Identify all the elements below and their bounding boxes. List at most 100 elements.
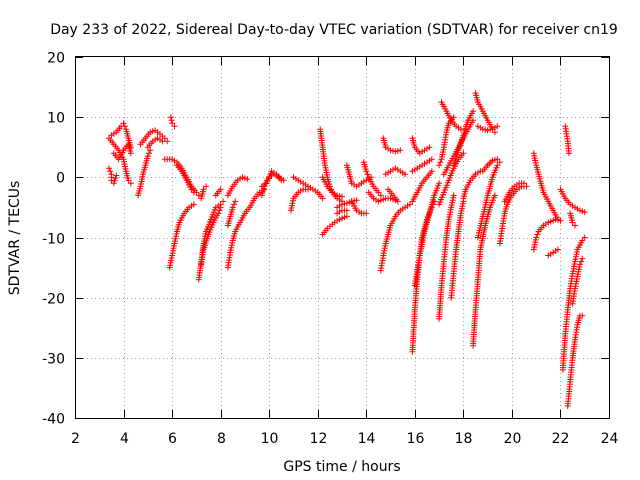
plus-markers [224,198,239,229]
plus-markers [137,127,171,148]
plus-markers [380,135,404,155]
series-arc-08 [161,156,173,163]
plus-markers [460,168,484,202]
series-arc-64 [557,186,588,216]
series-arc-32 [365,189,399,205]
plot-frame [75,56,610,419]
series-arc-14 [198,204,224,268]
plus-markers [438,99,464,133]
plus-markers [166,201,197,271]
x-tick-label: 14 [358,431,376,447]
plus-markers [409,156,435,175]
x-tick-label: 10 [261,431,279,447]
plus-markers [360,159,384,199]
series-arc-42 [436,192,457,322]
y-axis-title: SDTVAR / TECUs [7,181,23,296]
plus-markers [224,174,251,199]
series-arc-65 [567,210,578,229]
plus-markers [173,162,197,196]
series-arc-01 [106,165,120,187]
series-arc-59 [545,246,561,259]
plus-markers [474,159,503,241]
series-arc-62 [569,255,586,307]
x-tick-label: 16 [407,431,425,447]
x-tick-label: 4 [120,431,129,447]
plus-markers [198,183,210,202]
series-arc-56 [501,180,527,205]
series-arc-55 [496,183,530,247]
plus-markers [106,165,120,187]
plus-markers [198,204,224,268]
x-tick-label: 20 [504,431,522,447]
plus-markers [562,123,572,157]
plus-markers [319,174,345,200]
plus-markers [448,198,467,301]
plus-markers [411,180,443,289]
plus-markers [450,108,477,169]
series-arc-33 [377,201,413,274]
series-arc-39 [409,156,435,175]
series-arc-57 [530,150,561,223]
y-tick-label: 10 [47,111,65,127]
y-tick-label: -40 [42,412,65,428]
series-arc-61 [564,312,586,409]
plus-markers [436,192,457,322]
plus-markers [409,135,433,157]
series-arc-48 [450,108,477,169]
series-arc-16 [212,186,224,199]
series-arc-41 [411,180,443,289]
data-points [106,90,588,409]
series-arc-58 [530,216,564,253]
x-tick-label: 18 [455,431,473,447]
series-arc-47 [448,198,467,301]
series-arc-28 [334,207,350,217]
series-arc-31 [360,159,384,199]
plus-markers [567,210,578,229]
plus-markers [479,156,501,175]
series-arc-63 [562,123,572,157]
x-tick-label: 8 [217,431,226,447]
plus-markers [258,168,285,190]
plus-markers [569,255,586,307]
series-arc-10 [166,201,197,271]
plus-markers [288,186,311,214]
plus-markers [470,192,498,349]
y-tick-label: -30 [42,352,65,368]
plus-markers [501,180,527,205]
series-arc-15 [198,183,210,202]
series-arc-18 [224,198,239,229]
plus-markers [334,207,350,217]
plus-markers [377,201,413,274]
series-arc-19 [224,174,251,199]
plus-markers [167,114,178,130]
series-arc-40 [409,168,435,205]
series-arc-04 [110,141,134,163]
x-tick-label: 12 [310,431,328,447]
x-tick-label: 22 [552,431,570,447]
plus-markers [382,165,409,178]
plus-markers [144,135,166,151]
series-arc-12 [173,162,197,196]
plus-markers [474,123,501,134]
plus-markers [436,114,457,169]
plus-markers [385,186,401,205]
x-tick-label: 2 [71,431,80,447]
series-arc-26 [319,213,350,238]
series-arc-34 [380,135,404,155]
plus-markers [365,189,399,205]
series-arc-23 [290,174,326,202]
series-arc-38 [409,135,433,157]
plus-markers [319,213,350,238]
series-arc-05 [135,147,154,199]
plus-markers [545,246,561,259]
x-axis-title: GPS time / hours [283,459,400,475]
plus-markers [108,120,134,151]
series-arc-50 [470,192,498,349]
series-arc-22 [288,186,311,214]
plus-markers [530,216,564,253]
series-arc-35 [382,165,409,178]
series-arc-52 [474,123,501,134]
